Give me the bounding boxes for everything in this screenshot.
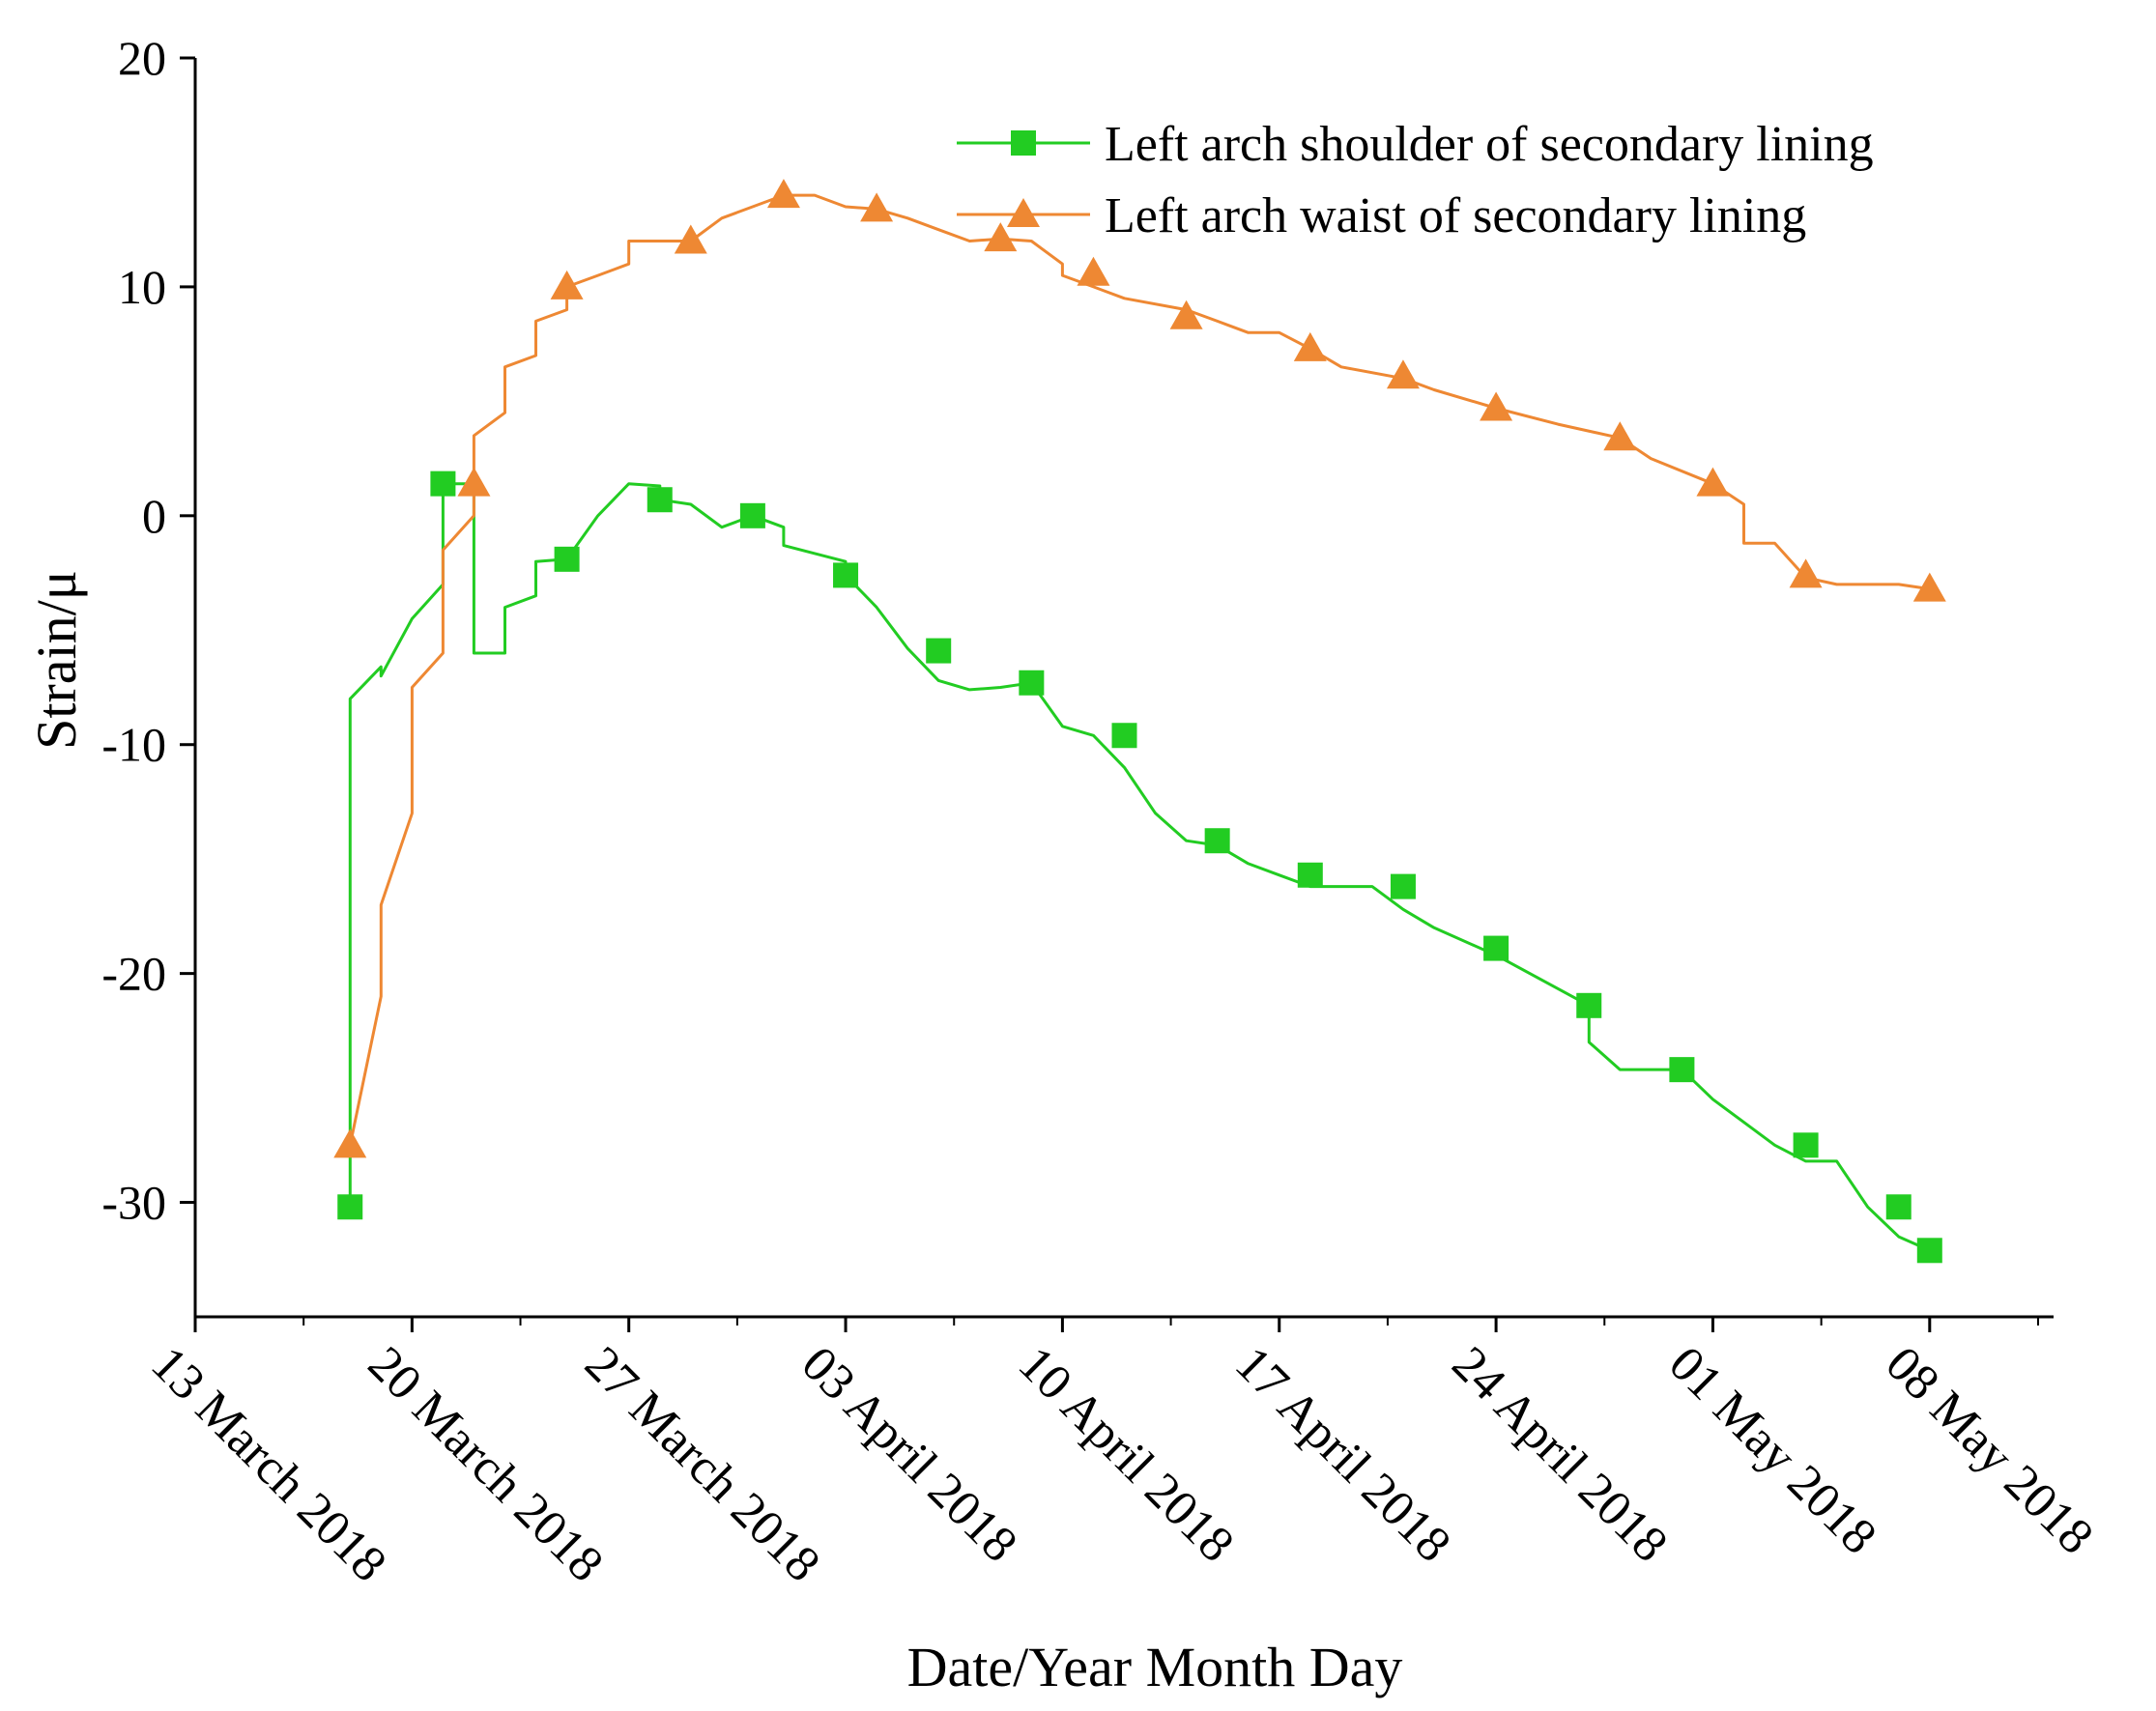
x-tick-label: 01 May 2018 (1658, 1336, 1886, 1564)
legend-item: Left arch waist of secondary lining (957, 188, 1806, 243)
y-tick-label: -30 (101, 1176, 166, 1230)
data-point (1169, 299, 1203, 329)
plot-frame (193, 58, 2054, 1319)
y-axis: -30 -20 -10 0 10 20 (101, 31, 195, 1230)
data-point (333, 1128, 367, 1158)
data-point (647, 487, 673, 513)
data-point (1912, 572, 1946, 602)
y-tick-label: 10 (118, 260, 166, 314)
legend-label: Left arch shoulder of secondary lining (1105, 117, 1874, 172)
data-point (926, 638, 952, 664)
data-point (833, 562, 859, 588)
data-point (1603, 421, 1637, 451)
data-point (1483, 935, 1509, 961)
y-tick-label: -20 (101, 947, 166, 1001)
data-point (1789, 558, 1823, 588)
x-tick-label: 17 April 2018 (1224, 1336, 1461, 1573)
data-point (1576, 992, 1602, 1018)
legend: Left arch shoulder of secondary lining Le… (957, 117, 1874, 243)
data-point (337, 1194, 363, 1220)
y-tick-label: 0 (142, 489, 166, 543)
x-tick-label: 10 April 2018 (1008, 1336, 1245, 1573)
y-axis-title: Strain/μ (25, 570, 88, 750)
x-tick-label: 08 May 2018 (1875, 1336, 2103, 1564)
data-point (739, 502, 765, 528)
data-point (1885, 1194, 1912, 1220)
series-line (348, 193, 1931, 1146)
data-point (430, 471, 456, 497)
data-point (1111, 723, 1137, 749)
legend-item: Left arch shoulder of secondary lining (957, 117, 1874, 172)
data-point (550, 270, 584, 299)
data-point (1019, 670, 1045, 696)
data-point (766, 179, 800, 209)
data-point (860, 192, 894, 222)
series-layer (333, 179, 1946, 1264)
data-point (457, 467, 491, 497)
legend-label: Left arch waist of secondary lining (1105, 188, 1806, 243)
data-point (554, 546, 580, 572)
series-line (348, 482, 1931, 1252)
y-tick-label: 20 (118, 31, 166, 85)
data-point (1916, 1238, 1942, 1264)
x-tick-label: 24 April 2018 (1442, 1336, 1679, 1573)
data-point (1297, 862, 1323, 888)
data-point (1669, 1057, 1695, 1083)
data-point (1204, 828, 1230, 854)
y-tick-label: -10 (101, 718, 166, 772)
data-point (1696, 467, 1730, 497)
data-point (674, 224, 707, 254)
series-left-arch-waist (333, 179, 1946, 1158)
data-point (1793, 1132, 1819, 1158)
x-tick-label: 03 April 2018 (791, 1336, 1028, 1573)
data-point (1390, 873, 1416, 899)
x-axis-title: Date/Year Month Day (907, 1636, 1403, 1698)
data-point (1077, 256, 1110, 286)
legend-marker (1007, 198, 1040, 227)
data-point (984, 222, 1018, 252)
data-point (1293, 331, 1327, 361)
data-point (1480, 391, 1513, 421)
legend-marker (1011, 130, 1036, 156)
data-point (1386, 359, 1420, 389)
series-left-arch-shoulder (337, 471, 1942, 1264)
